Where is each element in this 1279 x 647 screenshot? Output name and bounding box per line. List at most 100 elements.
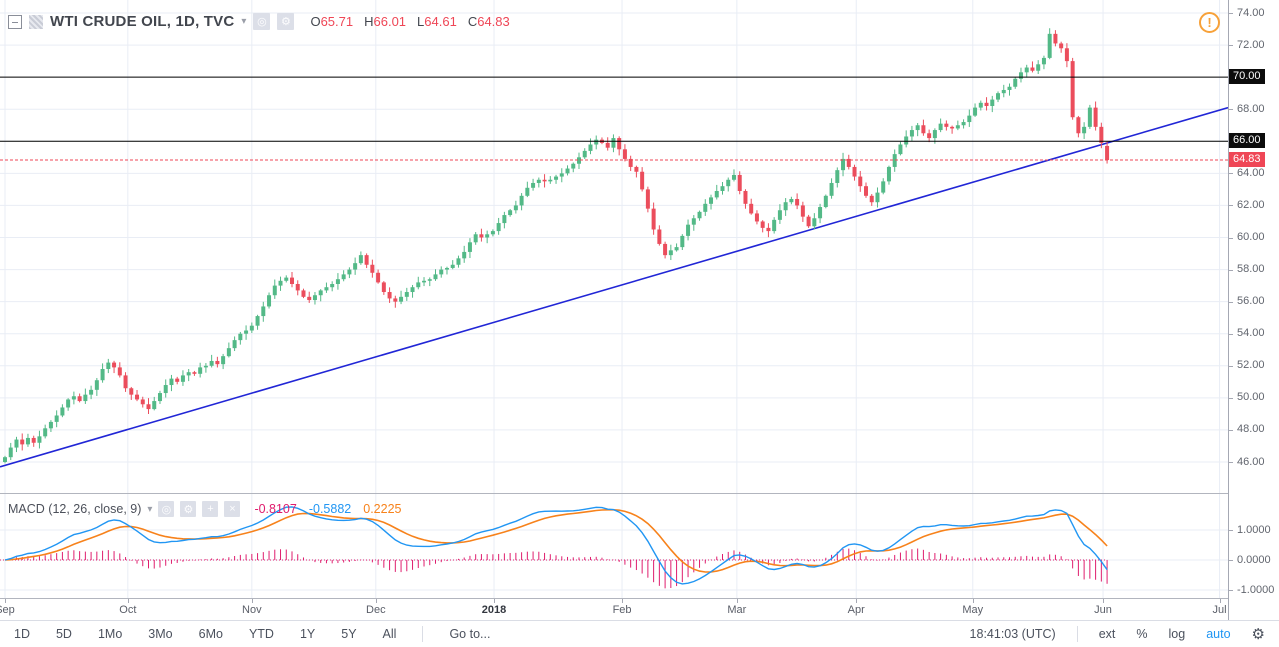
add-icon[interactable]: + bbox=[202, 501, 219, 517]
eye-icon[interactable]: ◎ bbox=[158, 501, 175, 517]
price-tick-label: 54.00 bbox=[1237, 327, 1265, 340]
price-tick-label: 52.00 bbox=[1237, 359, 1265, 372]
auto-scale-toggle[interactable]: auto bbox=[1206, 627, 1231, 641]
settings-gear-icon[interactable]: ⚙ bbox=[1251, 626, 1265, 643]
axis-tick-mark bbox=[1229, 237, 1233, 239]
price-tick-label: 58.00 bbox=[1237, 263, 1265, 276]
price-tick-label: 64.00 bbox=[1237, 166, 1265, 179]
time-tick-mark bbox=[856, 599, 858, 603]
month-label: May bbox=[962, 604, 984, 616]
open-value: O65.71 bbox=[310, 14, 354, 29]
macd-signal-value: 0.2225 bbox=[363, 502, 402, 516]
axis-tick-mark bbox=[1229, 462, 1233, 463]
price-tick-label: 62.00 bbox=[1237, 198, 1265, 211]
axis-tick-mark bbox=[1229, 590, 1233, 591]
axis-tick-mark bbox=[1229, 205, 1233, 207]
instrument-logo-icon bbox=[29, 14, 43, 29]
axis-tick-mark bbox=[1229, 365, 1233, 367]
time-tick-mark bbox=[1219, 599, 1221, 603]
axis-tick-mark bbox=[1229, 397, 1233, 399]
clock-utc[interactable]: 18:41:03 (UTC) bbox=[969, 627, 1056, 641]
price-axis[interactable]: 74.00 72.00 70.00 68.00 66.00 64.00 62.00 60.00… bbox=[1228, 0, 1279, 620]
data-delay-warning-icon[interactable]: ! bbox=[1199, 12, 1220, 33]
macd-line-value: -0.5882 bbox=[308, 502, 352, 516]
macd-tick-label: 1.0000 bbox=[1237, 523, 1271, 536]
last-price-badge: 64.83 bbox=[1229, 152, 1265, 168]
price-tick-label: 72.00 bbox=[1237, 38, 1265, 51]
axis-tick-mark bbox=[1229, 109, 1233, 111]
eye-icon[interactable]: ◎ bbox=[253, 13, 271, 30]
month-label: Dec bbox=[366, 604, 386, 616]
axis-tick-mark bbox=[1229, 530, 1233, 531]
month-label: Mar bbox=[727, 604, 747, 616]
chevron-down-icon[interactable]: ▾ bbox=[147, 503, 153, 515]
percent-scale-toggle[interactable]: % bbox=[1136, 627, 1148, 641]
price-tick-label: 48.00 bbox=[1237, 423, 1265, 436]
chevron-down-icon[interactable]: ▾ bbox=[241, 16, 247, 27]
low-value: L64.61 bbox=[417, 14, 457, 29]
month-label: Nov bbox=[242, 604, 262, 616]
time-tick-mark bbox=[972, 599, 974, 603]
price-tick-label: 68.00 bbox=[1237, 102, 1265, 115]
range-button-1mo[interactable]: 1Mo bbox=[97, 627, 123, 641]
range-button-5y[interactable]: 5Y bbox=[341, 627, 357, 641]
symbol-title[interactable]: WTI CRUDE OIL, 1D, TVC bbox=[50, 13, 235, 30]
axis-tick-mark bbox=[1229, 173, 1233, 175]
goto-button[interactable]: Go to... bbox=[449, 627, 491, 641]
range-button-3mo[interactable]: 3Mo bbox=[148, 627, 173, 641]
axis-tick-mark bbox=[1229, 333, 1233, 335]
bottom-toolbar: 1D 5D 1Mo 3Mo 6Mo YTD 1Y 5Y All Go to...… bbox=[0, 620, 1279, 647]
range-button-6mo[interactable]: 6Mo bbox=[198, 627, 223, 641]
toolbar-divider bbox=[422, 626, 424, 642]
macd-values: -0.8107 -0.5882 0.2225 bbox=[254, 502, 401, 516]
price-chart-pane[interactable] bbox=[0, 0, 1228, 493]
time-tick-mark bbox=[494, 599, 496, 603]
month-label: Oct bbox=[119, 604, 137, 616]
range-button-1y[interactable]: 1Y bbox=[299, 627, 316, 641]
extended-hours-toggle[interactable]: ext bbox=[1098, 627, 1116, 641]
gear-icon[interactable]: ⚙ bbox=[180, 501, 197, 517]
range-button-all[interactable]: All bbox=[382, 627, 397, 641]
price-tick-label: 60.00 bbox=[1237, 231, 1265, 243]
month-label: Jul bbox=[1212, 604, 1227, 616]
ohlc-readout: O65.71 H66.01 L64.61 C64.83 bbox=[310, 14, 509, 29]
range-button-1d[interactable]: 1D bbox=[14, 627, 30, 641]
high-value: H66.01 bbox=[364, 14, 407, 29]
axis-tick-mark bbox=[1229, 560, 1233, 561]
month-label: Sep bbox=[0, 604, 15, 616]
level-price-badge: 66.00 bbox=[1229, 133, 1265, 149]
pane-separator-bottom bbox=[0, 598, 1279, 599]
time-tick-mark bbox=[736, 599, 738, 603]
axis-tick-mark bbox=[1229, 429, 1233, 431]
pane-separator[interactable] bbox=[0, 493, 1279, 494]
range-button-5d[interactable]: 5D bbox=[55, 627, 72, 641]
macd-chart[interactable] bbox=[0, 493, 1228, 598]
time-tick-mark bbox=[251, 599, 253, 603]
close-icon[interactable]: × bbox=[224, 501, 241, 517]
time-tick-mark bbox=[622, 599, 624, 603]
level-price-badge: 70.00 bbox=[1229, 69, 1265, 85]
macd-indicator-pane[interactable] bbox=[0, 493, 1228, 598]
log-scale-toggle[interactable]: log bbox=[1168, 627, 1186, 641]
axis-tick-mark bbox=[1229, 45, 1233, 47]
indicator-title[interactable]: MACD (12, 26, close, 9) bbox=[8, 502, 142, 516]
close-value: C64.83 bbox=[467, 14, 510, 29]
candlestick-chart[interactable] bbox=[0, 0, 1228, 493]
price-tick-label: 56.00 bbox=[1237, 295, 1265, 308]
collapse-pane-button[interactable] bbox=[8, 14, 22, 29]
month-label: Feb bbox=[612, 604, 632, 616]
price-tick-label: 74.00 bbox=[1237, 6, 1265, 19]
time-axis[interactable]: Sep Oct Nov Dec 2018 Feb Mar Apr May Jun Jul bbox=[0, 599, 1228, 620]
time-tick-mark bbox=[375, 599, 377, 603]
axis-tick-mark bbox=[1229, 269, 1233, 271]
time-tick-mark bbox=[1103, 599, 1105, 603]
month-label: Jun bbox=[1094, 604, 1112, 616]
price-tick-label: 46.00 bbox=[1237, 455, 1265, 468]
gear-icon[interactable]: ⚙ bbox=[277, 13, 295, 30]
price-tick-label: 50.00 bbox=[1237, 391, 1265, 404]
month-label: 2018 bbox=[481, 604, 507, 616]
range-button-ytd[interactable]: YTD bbox=[248, 627, 274, 641]
time-tick-mark bbox=[5, 599, 6, 603]
macd-tick-label: -1.0000 bbox=[1237, 583, 1275, 596]
